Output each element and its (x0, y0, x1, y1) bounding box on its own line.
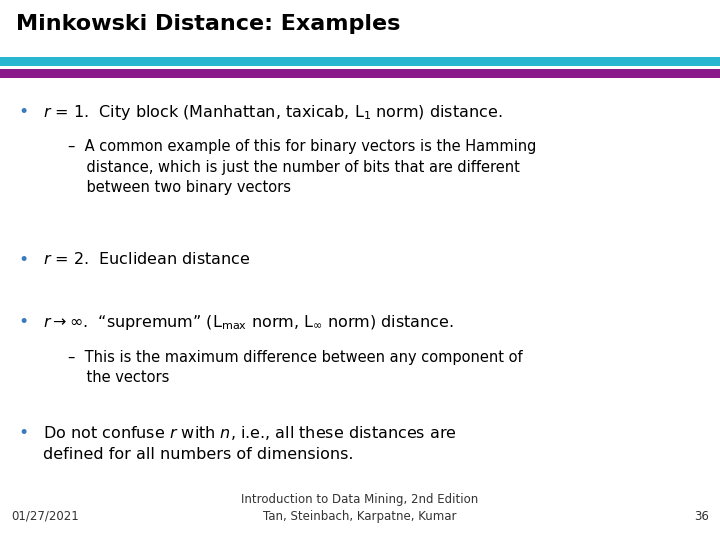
Text: –  A common example of this for binary vectors is the Hamming
    distance, whic: – A common example of this for binary ve… (68, 139, 537, 195)
Text: 36: 36 (694, 510, 709, 523)
Text: •: • (18, 313, 28, 331)
Text: –  This is the maximum difference between any component of
    the vectors: – This is the maximum difference between… (68, 350, 523, 386)
Bar (0, 69, 720, 78)
Text: Do not confuse $r$ with $n$, i.e., all these distances are
defined for all numbe: Do not confuse $r$ with $n$, i.e., all t… (43, 424, 457, 462)
Text: $r$ = 2.  Euclidean distance: $r$ = 2. Euclidean distance (43, 251, 251, 267)
Text: •: • (18, 251, 28, 269)
Text: •: • (18, 103, 28, 120)
Text: $r \rightarrow \infty$.  “supremum” (L$_{\mathrm{max}}$ norm, L$_{\infty}$ norm): $r \rightarrow \infty$. “supremum” (L$_{… (43, 313, 454, 332)
Text: 01/27/2021: 01/27/2021 (11, 510, 78, 523)
Text: Minkowski Distance: Examples: Minkowski Distance: Examples (16, 14, 400, 33)
Text: Introduction to Data Mining, 2nd Edition
Tan, Steinbach, Karpatne, Kumar: Introduction to Data Mining, 2nd Edition… (241, 492, 479, 523)
Text: $r$ = 1.  City block (Manhattan, taxicab, L$_{1}$ norm) distance.: $r$ = 1. City block (Manhattan, taxicab,… (43, 103, 503, 122)
Bar (0, 57, 720, 66)
Text: •: • (18, 424, 28, 442)
